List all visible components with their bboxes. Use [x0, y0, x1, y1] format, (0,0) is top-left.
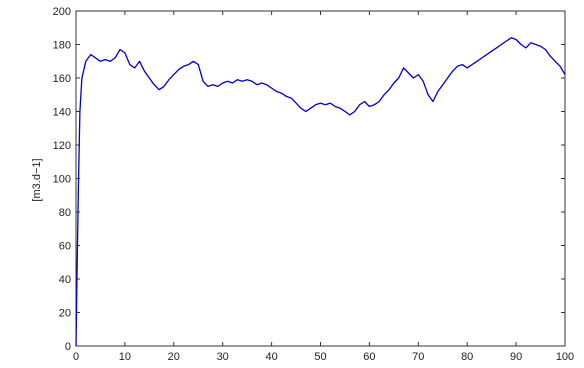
y-tick-label: 200	[53, 6, 71, 18]
x-tick-label: 10	[119, 351, 131, 363]
y-axis-label: [m3.d−1]	[31, 158, 43, 201]
plot-frame	[75, 10, 566, 347]
x-tick-label: 40	[265, 351, 277, 363]
y-tick-label: 0	[65, 341, 71, 353]
x-tick-label: 100	[556, 351, 574, 363]
series-line-0	[75, 37, 566, 347]
y-tick-label: 120	[53, 140, 71, 152]
x-tick-label: 80	[461, 351, 473, 363]
y-tick-label: 160	[53, 73, 71, 85]
y-tick-label: 40	[59, 274, 71, 286]
x-tick-label: 0	[73, 351, 79, 363]
x-tick-label: 90	[510, 351, 522, 363]
y-tick-label: 180	[53, 40, 71, 52]
x-tick-label: 70	[412, 351, 424, 363]
y-tick-label: 100	[53, 174, 71, 186]
x-tick-label: 50	[314, 351, 326, 363]
y-tick-label: 80	[59, 207, 71, 219]
x-tick-label: 30	[217, 351, 229, 363]
y-tick-label: 140	[53, 107, 71, 119]
x-tick-label: 60	[363, 351, 375, 363]
y-tick-label: 20	[59, 308, 71, 320]
x-tick-label: 20	[168, 351, 180, 363]
y-tick-label: 60	[59, 241, 71, 253]
